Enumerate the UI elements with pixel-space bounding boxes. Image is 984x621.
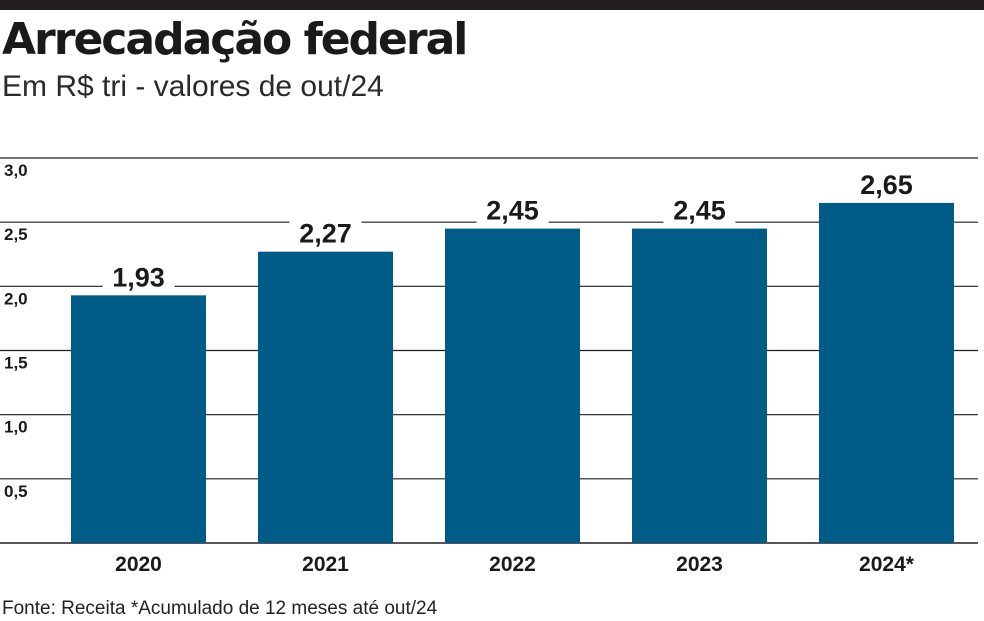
bar: [819, 202, 954, 543]
chart-subtitle: Em R$ tri - valores de out/24: [2, 70, 384, 103]
y-tick-label: 3,0: [4, 161, 28, 180]
top-rule: [0, 0, 984, 10]
value-label: 1,93: [112, 262, 165, 292]
chart-title: Arrecadação federal: [2, 14, 468, 65]
value-label: 2,45: [486, 196, 539, 226]
value-label-background: [289, 216, 362, 247]
y-tick-labels: 0,5 1,0 1,5 2,0 2,5 3,0: [4, 161, 28, 501]
x-tick-label: 2023: [676, 553, 723, 576]
source-footnote: Fonte: Receita *Acumulado de 12 meses at…: [2, 598, 438, 619]
y-tick-label: 1,5: [4, 354, 28, 373]
value-labels: 1,93 2,27 2,45 2,45 2,65: [102, 167, 923, 292]
bar: [258, 251, 393, 543]
y-tick-label: 2,0: [4, 289, 28, 308]
value-label-background: [850, 167, 923, 198]
x-tick-label: 2024*: [859, 553, 915, 576]
x-tick-label: 2020: [115, 553, 162, 576]
bar-chart: 1,932,272,45 2,452,65 0,51,01,52,02,53,0 …: [0, 157, 978, 576]
x-tick-label: 2022: [489, 553, 536, 576]
bar: [445, 228, 580, 543]
x-tick-label: 2021: [302, 553, 349, 576]
bar: [71, 295, 206, 543]
bar: [632, 228, 767, 543]
value-label: 2,27: [299, 219, 352, 249]
bars: [71, 202, 954, 543]
value-label-background: [102, 260, 175, 291]
y-tick-label: 1,0: [4, 418, 28, 437]
value-label: 2,65: [860, 170, 913, 200]
y-tick-label: 0,5: [4, 482, 28, 501]
value-label-background: [663, 193, 736, 224]
x-tick-labels: 2020 2021 2022 2023 2024*: [115, 553, 915, 576]
value-label: 2,45: [673, 196, 726, 226]
value-label-background: [476, 193, 549, 224]
y-tick-label: 2,5: [4, 225, 28, 244]
